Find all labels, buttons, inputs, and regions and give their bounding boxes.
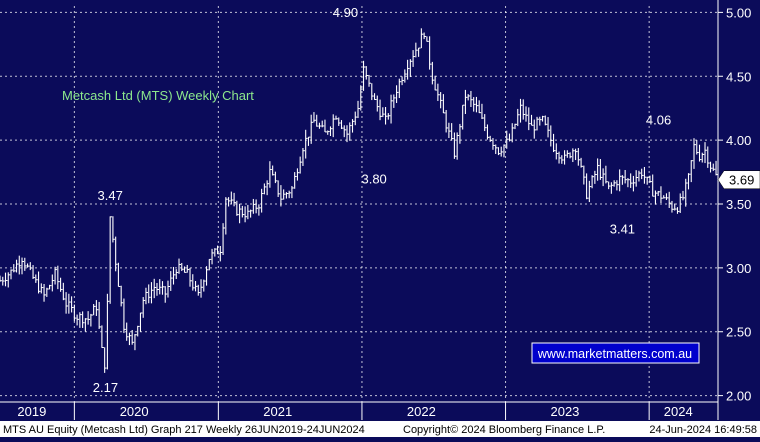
- price-annotation: 3.41: [610, 221, 635, 236]
- grid-layer: [0, 6, 718, 402]
- price-annotation: 3.47: [98, 188, 123, 203]
- price-annotation: 4.06: [646, 112, 671, 127]
- footer-right: 24-Jun-2024 16:49:58: [649, 424, 757, 436]
- price-annotation: 4.90: [333, 5, 358, 20]
- footer-center: Copyright© 2024 Bloomberg Finance L.P.: [403, 424, 605, 436]
- y-tick-label: 3.00: [726, 261, 751, 276]
- y-tick-label: 2.50: [726, 325, 751, 340]
- x-tick-label: 2024: [664, 404, 693, 419]
- price-layer: [0, 28, 719, 373]
- y-tick-label: 4.00: [726, 133, 751, 148]
- watermark-text: www.marketmatters.com.au: [537, 347, 692, 361]
- axis-layer: 2.00 2.50 3.00 3.50 4.00 4.50 5.00 2019 2020 2021…: [0, 0, 760, 420]
- footer-left: MTS AU Equity (Metcash Ltd) Graph 217 We…: [3, 424, 365, 436]
- y-tick-label: 2.00: [726, 389, 751, 404]
- watermark-box: [531, 342, 700, 364]
- x-tick-label: 2023: [550, 404, 579, 419]
- last-price-label: 3.69: [729, 173, 754, 188]
- x-tick-label: 2022: [407, 404, 436, 419]
- x-tick-label: 2021: [263, 404, 292, 419]
- chart-title: Metcash Ltd (MTS) Weekly Chart: [62, 88, 254, 103]
- price-annotation: 2.17: [93, 380, 118, 395]
- y-tick-label: 4.50: [726, 69, 751, 84]
- y-tick-label: 5.00: [726, 5, 751, 20]
- last-price-tag: [717, 170, 760, 189]
- x-tick-label: 2019: [17, 404, 46, 419]
- annotation-layer: 3.47 2.17 4.90 3.80 3.41 4.06: [93, 5, 671, 395]
- x-tick-label: 2020: [120, 404, 149, 419]
- footer-bar: [0, 421, 760, 437]
- price-annotation: 3.80: [361, 172, 386, 187]
- y-tick-label: 3.50: [726, 197, 751, 212]
